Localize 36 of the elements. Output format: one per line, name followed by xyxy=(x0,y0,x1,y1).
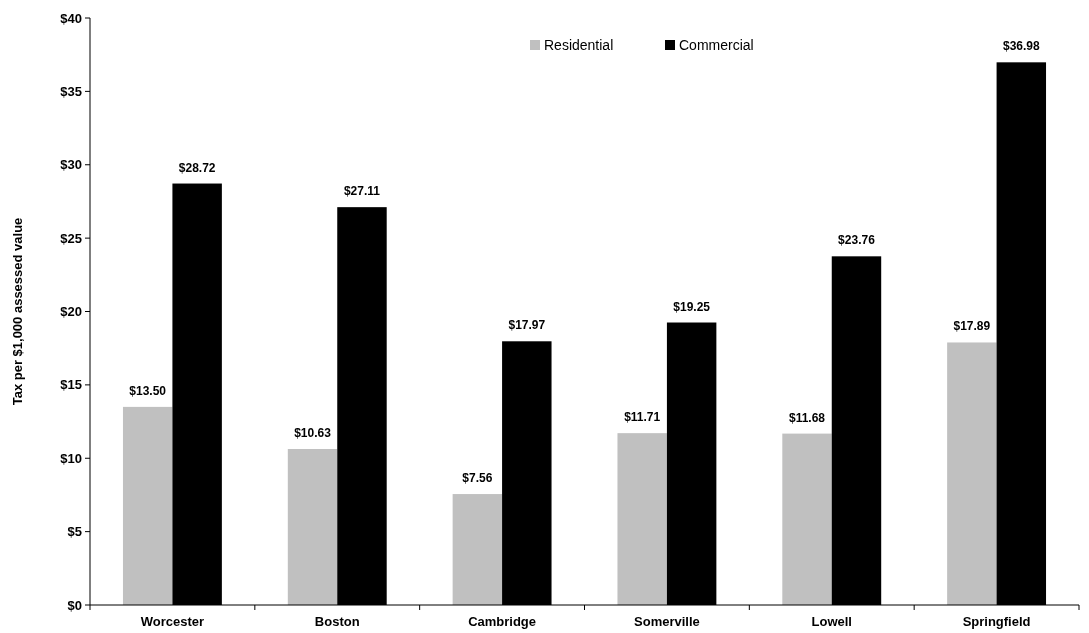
bar xyxy=(287,449,338,605)
bar xyxy=(947,342,997,605)
y-tick-label: $35 xyxy=(60,83,82,99)
y-tick-label: $10 xyxy=(60,450,82,466)
data-label: $10.63 xyxy=(294,426,332,440)
x-tick-label: Cambridge xyxy=(468,614,537,629)
data-label: $7.56 xyxy=(462,471,493,486)
x-tick-label: Worcester xyxy=(140,614,205,629)
bar xyxy=(452,494,503,605)
x-tick-label: Lowell xyxy=(811,614,852,629)
data-label: $27.11 xyxy=(343,184,381,199)
x-tick-label: Boston xyxy=(314,614,360,629)
data-label: $17.89 xyxy=(953,319,991,334)
y-tick-label: $25 xyxy=(60,230,82,246)
data-label: $13.50 xyxy=(129,383,167,398)
legend-label: Residential xyxy=(544,36,614,53)
data-label: $11.71 xyxy=(624,410,661,425)
y-tick-label: $5 xyxy=(67,524,82,540)
bar xyxy=(122,406,173,605)
data-label: $19.25 xyxy=(673,299,711,314)
y-tick-label: $20 xyxy=(60,304,82,320)
y-tick-label: $15 xyxy=(60,377,82,393)
data-label: $28.72 xyxy=(178,160,216,175)
y-tick-label: $40 xyxy=(60,10,82,26)
bar xyxy=(617,433,667,605)
data-label: $36.98 xyxy=(1002,39,1040,54)
y-axis-title: Tax per $1,000 assessed value xyxy=(10,217,25,406)
y-tick-label: $0 xyxy=(67,597,82,613)
x-tick-label: Somerville xyxy=(634,614,700,629)
y-tick-label: $30 xyxy=(60,157,82,173)
x-tick-label: Springfield xyxy=(962,614,1031,629)
bar xyxy=(782,433,832,605)
data-label: $11.68 xyxy=(789,410,826,425)
data-label: $23.76 xyxy=(838,233,876,248)
legend-label: Commercial xyxy=(679,36,754,53)
data-label: $17.97 xyxy=(508,318,546,333)
